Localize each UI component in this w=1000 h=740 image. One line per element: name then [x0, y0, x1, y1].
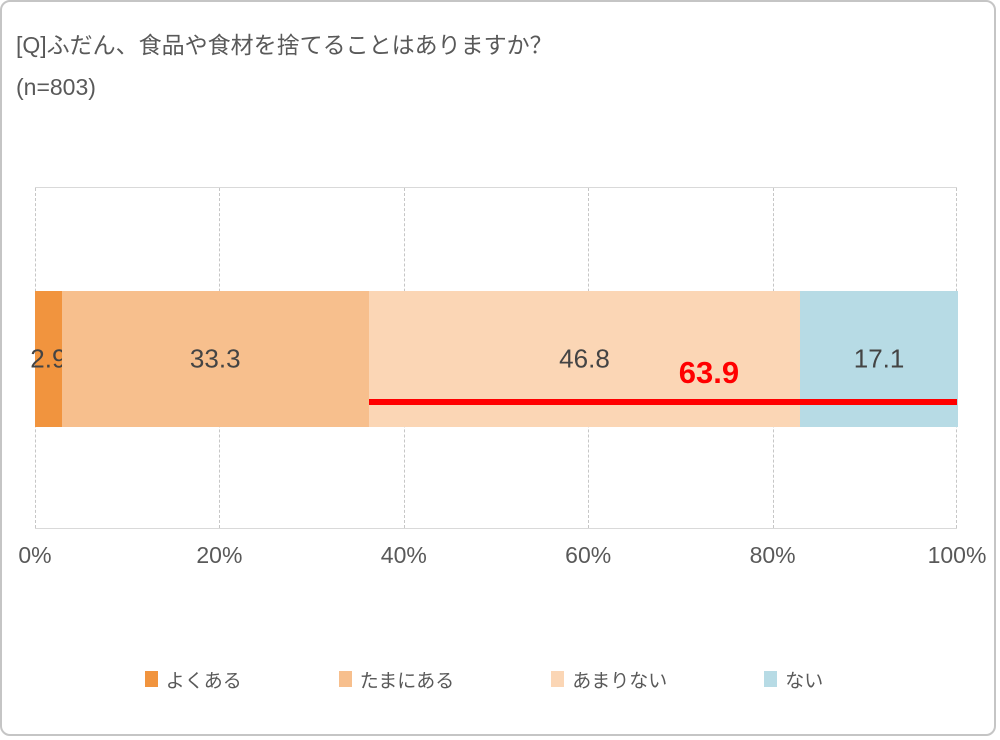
annotation-line: [368, 399, 957, 405]
legend-label: たまにある: [359, 670, 455, 692]
annotation-value: 63.9: [678, 355, 740, 390]
legend-label: ない: [785, 670, 824, 692]
bar-segment-1: 2.9: [30, 291, 66, 427]
x-tick-label-80: 80%: [749, 542, 796, 568]
stacked-bar: 2.9 33.3 46.8 17.1: [30, 291, 958, 427]
legend-item-4: ない: [764, 664, 823, 694]
sample-size: (n=803): [16, 74, 96, 100]
x-tick-label-100: 100%: [927, 542, 987, 568]
x-tick-label-40: 40%: [380, 542, 427, 568]
bar-segment-2: 33.3: [61, 291, 369, 427]
legend-swatch-icon: [144, 671, 158, 687]
legend-item-1: よくある: [144, 664, 242, 694]
legend-swatch-icon: [551, 671, 565, 687]
legend-swatch-icon: [338, 671, 352, 687]
x-tick-label-20: 20%: [196, 542, 243, 568]
legend-item-2: たまにある: [338, 664, 455, 694]
chart-title: [Q]ふだん、食品や食材を捨てることはありますか？: [16, 32, 553, 58]
x-tick-label-0: 0%: [18, 542, 52, 568]
legend-label: あまりない: [572, 670, 668, 692]
bar-segment-value: 33.3: [189, 343, 241, 374]
legend-swatch-icon: [764, 671, 778, 687]
bar-segment-value: 17.1: [853, 343, 905, 374]
plot-area: 2.9 33.3 46.8 17.1 63.9: [30, 187, 958, 529]
bar-segment-value: 2.9: [30, 343, 67, 374]
legend-label: よくある: [165, 670, 242, 692]
legend-item-3: あまりない: [551, 664, 667, 694]
bar-segment-4: 17.1: [800, 291, 958, 427]
x-axis: 0% 20% 40% 60% 80% 100%: [18, 542, 986, 570]
legend: よくある たまにある あまりない ない: [2, 664, 966, 694]
x-tick-label-60: 60%: [565, 542, 612, 568]
bar-segment-value: 46.8: [559, 343, 610, 374]
